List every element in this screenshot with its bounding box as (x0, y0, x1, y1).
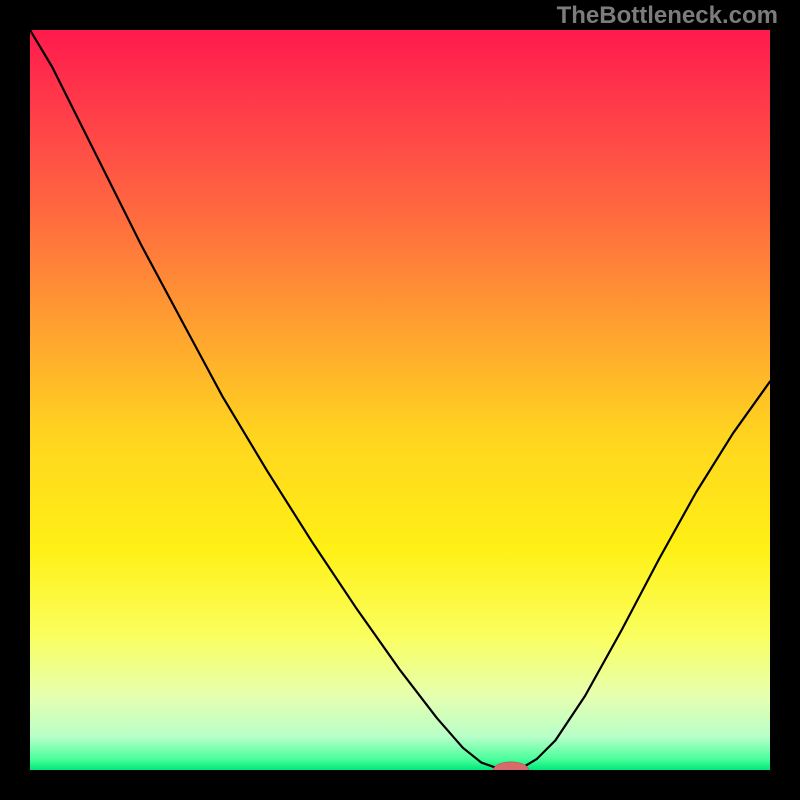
gradient-background (30, 30, 770, 770)
chart-frame: TheBottleneck.com (0, 0, 800, 800)
watermark-text: TheBottleneck.com (557, 2, 778, 30)
chart-svg (30, 30, 770, 770)
plot-area (30, 30, 770, 770)
